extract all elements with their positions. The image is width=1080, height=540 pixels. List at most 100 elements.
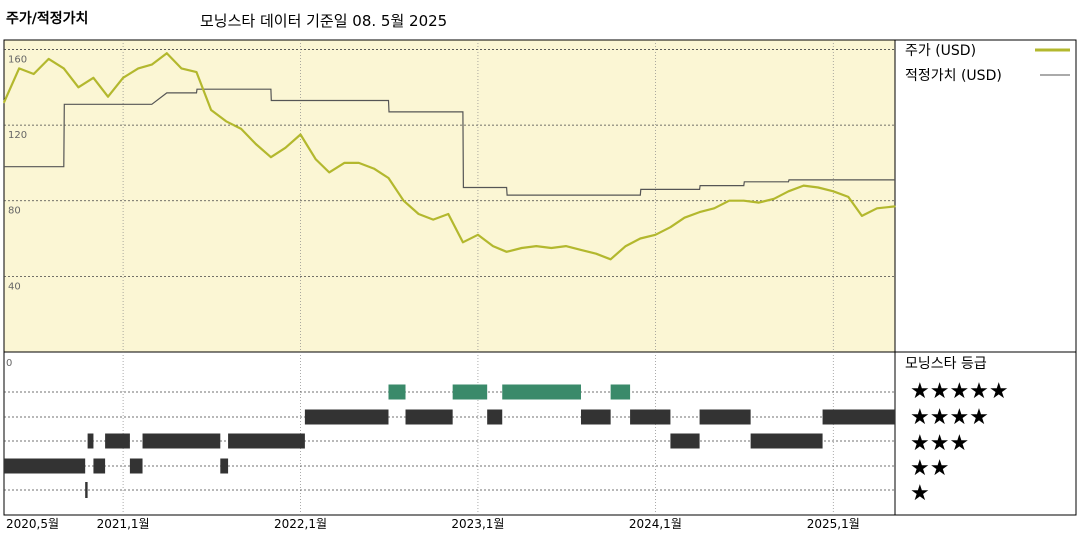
x-tick-label: 2022,1월: [274, 517, 327, 531]
chart-title: 주가/적정가치: [6, 11, 89, 27]
rating-bar-2-stars: [93, 458, 106, 474]
x-tick-labels: 2020,5월 2021,1월 2022,1월 2023,1월 2024,1월 2025,…: [6, 517, 860, 531]
price-point: [447, 213, 450, 215]
price-point: [358, 162, 360, 164]
price-point: [787, 190, 790, 193]
price-point: [3, 101, 5, 104]
price-point: [62, 67, 65, 70]
price-point: [18, 67, 20, 70]
price-point: [669, 226, 672, 228]
rating-zero-label: 0: [6, 358, 12, 369]
rating-bar-3-stars: [228, 433, 305, 449]
rating-legend-box: [894, 351, 1077, 516]
rating-bar-4-stars: [487, 409, 503, 425]
price-point: [743, 199, 745, 202]
rating-bar-3-stars: [750, 433, 823, 449]
price-point: [328, 171, 330, 174]
price-point: [595, 252, 597, 255]
price-point: [47, 58, 50, 60]
price-point: [802, 184, 805, 187]
rating-bar-5-stars: [502, 384, 581, 400]
price-point: [284, 146, 287, 149]
price-point: [225, 120, 227, 123]
legend-box: [894, 39, 1077, 353]
rating-bar-5-stars: [610, 384, 631, 400]
rating-bar-1-stars: [85, 482, 88, 498]
rating-legend-1-star: ★: [910, 481, 930, 506]
y-tick-label: 80: [8, 206, 21, 217]
price-point: [520, 247, 523, 249]
price-point: [373, 167, 375, 170]
rating-bar-5-stars: [452, 384, 488, 400]
price-point: [894, 205, 896, 208]
rating-bar-2-stars: [129, 458, 143, 474]
rating-bar-4-stars: [822, 409, 895, 425]
price-point: [299, 133, 302, 136]
price-point: [624, 245, 627, 247]
price-point: [417, 213, 420, 215]
rating-legend-5-stars: ★★★★★: [910, 379, 1009, 404]
price-point: [32, 73, 35, 75]
rating-bar-3-stars: [670, 433, 700, 449]
rating-bar-4-stars: [304, 409, 389, 425]
price-point: [639, 237, 642, 240]
price-point: [402, 199, 405, 202]
rating-bar-2-stars: [4, 458, 86, 474]
grid-layer: [4, 40, 895, 515]
rating-legend-3-stars: ★★★: [910, 431, 969, 456]
fair-value-line: [4, 88, 895, 196]
x-tick-label: 2024,1월: [629, 517, 682, 531]
price-point: [77, 86, 80, 89]
price-point: [773, 198, 775, 200]
price-point: [847, 196, 850, 198]
rating-legend-title: 모닝스타 등급: [905, 356, 987, 372]
price-point: [92, 77, 95, 79]
price-point: [166, 52, 168, 55]
price-point: [876, 207, 878, 210]
legend-fair-value-label: 적정가치 (USD): [905, 68, 1002, 84]
x-tick-label: 2025,1월: [807, 517, 860, 531]
y-tick-label: 160: [8, 54, 27, 65]
price-point: [387, 177, 390, 179]
y-tick-labels: 40 80 120 160: [8, 54, 27, 292]
rating-legend-2-stars: ★★: [910, 456, 949, 481]
price-point: [654, 233, 657, 236]
price-point: [107, 95, 109, 98]
price-point: [683, 216, 686, 219]
price-point: [728, 199, 731, 202]
price-point: [314, 158, 317, 160]
x-tick-label: 2023,1월: [451, 517, 504, 531]
price-point: [580, 249, 582, 251]
price-point: [832, 190, 835, 193]
legend-price-label: 주가 (USD): [905, 43, 976, 59]
price-point: [180, 67, 183, 70]
price-point: [565, 245, 567, 247]
price-point: [462, 241, 464, 244]
price-point: [492, 245, 494, 247]
price-point: [254, 143, 257, 145]
rating-bar-4-stars: [699, 409, 751, 425]
rating-bar-4-stars: [580, 409, 611, 425]
rating-bar-2-stars: [220, 458, 229, 474]
rating-bar-4-stars: [630, 409, 671, 425]
price-point: [195, 71, 198, 73]
price-point: [505, 250, 508, 253]
rating-bar-5-stars: [388, 384, 406, 400]
rating-bar-3-stars: [142, 433, 221, 449]
price-point: [270, 156, 272, 159]
price-point: [477, 233, 479, 236]
rating-legend-4-stars: ★★★★: [910, 405, 989, 430]
price-point: [609, 258, 612, 261]
rating-bar-3-stars: [105, 433, 130, 449]
price-point: [137, 67, 139, 70]
price-point: [861, 215, 863, 217]
price-point: [240, 128, 243, 130]
x-tick-label: 2020,5월: [6, 517, 59, 531]
price-point: [122, 77, 124, 79]
price-point: [713, 207, 715, 210]
price-panel-background: [3, 39, 896, 353]
price-point: [758, 201, 760, 204]
price-point: [150, 63, 153, 66]
y-tick-label: 40: [8, 281, 21, 292]
